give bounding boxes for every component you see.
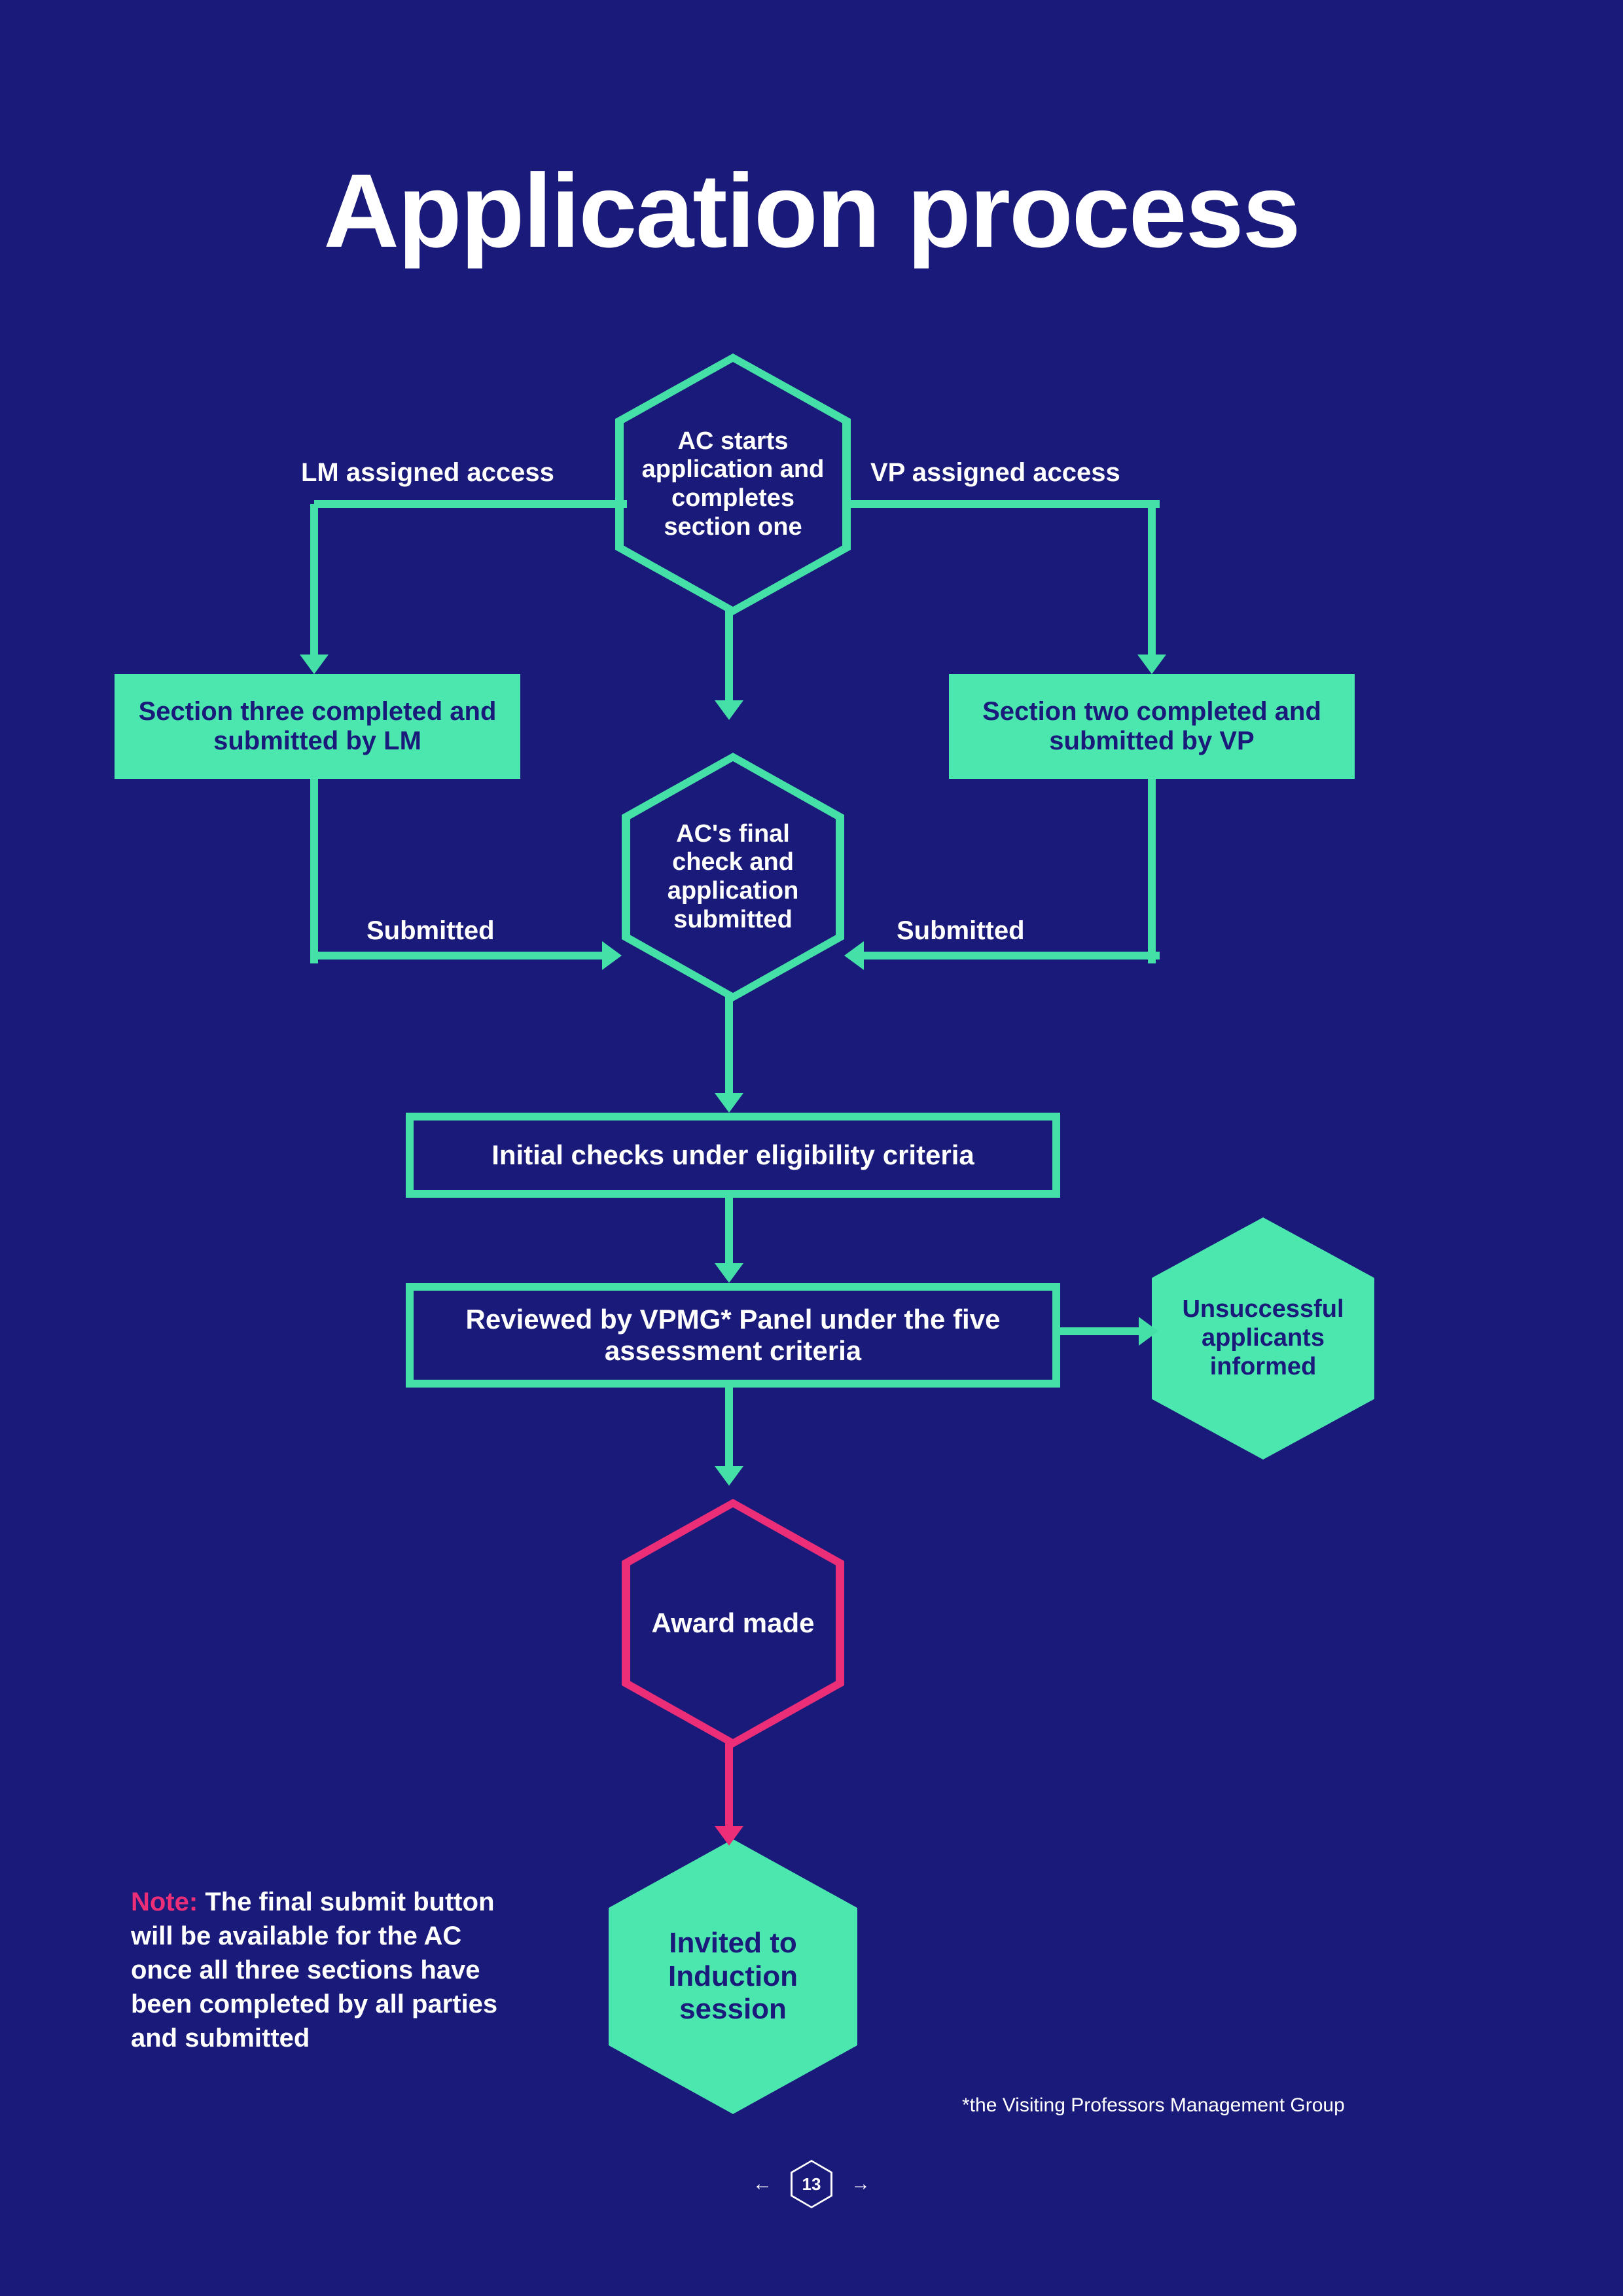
node-reviewRect-label: Reviewed by VPMG* Panel under the five a… [433, 1304, 1033, 1367]
pager: ← 13 → [753, 2160, 870, 2208]
node-leftBox: Section three completed and submitted by… [115, 674, 520, 779]
node-inductionHex-label: Invited to Induction session [609, 1927, 857, 2026]
node-reviewRect: Reviewed by VPMG* Panel under the five a… [406, 1283, 1060, 1388]
edge-label-submittedRight: Submitted [897, 916, 1025, 946]
note: Note: The final submit button will be av… [131, 1885, 510, 2055]
pager-page-number: 13 [793, 2162, 830, 2206]
edge-label-vpAssigned: VP assigned access [870, 458, 1120, 488]
edge-label-lmAssigned: LM assigned access [301, 458, 554, 488]
edge-label-submittedLeft: Submitted [366, 916, 495, 946]
node-finalCheckHex: AC's final check and application submitt… [622, 753, 844, 1001]
node-inductionHex: Invited to Induction session [609, 1839, 857, 2114]
pager-prev-icon[interactable]: ← [753, 2173, 772, 2195]
node-eligibilityRect-label: Initial checks under eligibility criteri… [491, 1139, 974, 1171]
node-rightBox: Section two completed and submitted by V… [949, 674, 1355, 779]
note-prefix: Note: [131, 1888, 205, 1916]
node-unsuccessfulHex: Unsuccessful applicants informed [1152, 1217, 1374, 1460]
node-startHex-label: AC starts application and completes sect… [615, 427, 851, 542]
footnote: *the Visiting Professors Management Grou… [962, 2094, 1345, 2117]
node-finalCheckHex-label: AC's final check and application submitt… [622, 820, 844, 935]
node-awardHex: Award made [622, 1499, 844, 1748]
node-eligibilityRect: Initial checks under eligibility criteri… [406, 1113, 1060, 1198]
node-startHex: AC starts application and completes sect… [615, 353, 851, 615]
node-leftBox-label: Section three completed and submitted by… [134, 697, 501, 756]
node-rightBox-label: Section two completed and submitted by V… [969, 697, 1335, 756]
pager-next-icon[interactable]: → [851, 2173, 870, 2195]
page-title: Application process [0, 151, 1623, 271]
node-awardHex-label: Award made [636, 1607, 830, 1639]
node-unsuccessfulHex-label: Unsuccessful applicants informed [1152, 1295, 1374, 1381]
pager-page-hex: 13 [791, 2160, 832, 2208]
